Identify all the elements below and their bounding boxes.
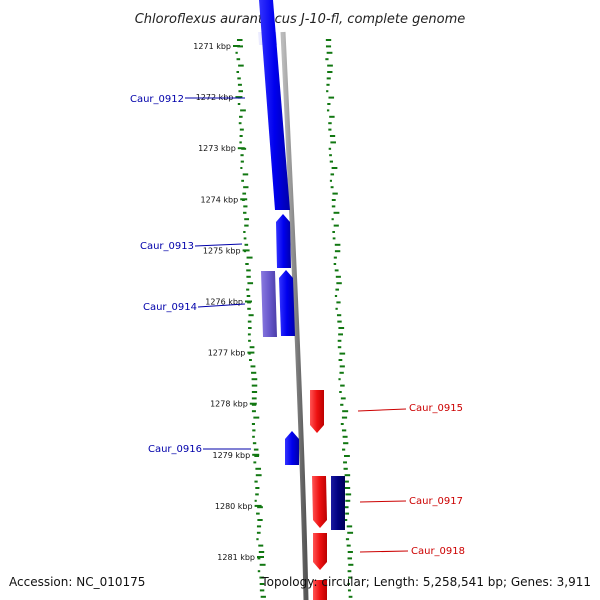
svg-text:Caur_0914: Caur_0914	[143, 302, 197, 313]
genome-backbone	[280, 31, 309, 600]
genome-title: Chloroflexus aurantiacus J-10-fl, comple…	[135, 12, 466, 27]
gene-caur-0916[interactable]	[285, 431, 299, 465]
svg-text:Caur_0915: Caur_0915	[409, 403, 463, 414]
gene-caur-0913[interactable]	[276, 214, 291, 268]
feature-caur-0917-region	[331, 476, 345, 530]
gene-label-caur-0913[interactable]: Caur_0913	[140, 241, 243, 252]
svg-text:Caur_0918: Caur_0918	[411, 546, 465, 557]
genome-summary-text: Topology: circular; Length: 5,258,541 bp…	[260, 575, 591, 589]
ruler-tick-label: 1278 kbp	[210, 400, 248, 409]
gene-label-caur-0914[interactable]: Caur_0914	[143, 302, 246, 313]
ruler-tick-label: 1279 kbp	[212, 451, 250, 460]
gene-label-caur-0912[interactable]: Caur_0912	[130, 94, 245, 105]
svg-text:Caur_0916: Caur_0916	[148, 444, 202, 455]
accession-text: Accession: NC_010175	[9, 575, 145, 589]
gene-label-caur-0915[interactable]: Caur_0915	[357, 403, 463, 414]
gene-label-caur-0917[interactable]: Caur_0917	[359, 496, 463, 507]
gene-fragment-bottom	[313, 580, 327, 600]
ruler-tick-label: 1281 kbp	[217, 553, 255, 562]
svg-text:Caur_0917: Caur_0917	[409, 496, 463, 507]
ruler-tick-label: 1273 kbp	[198, 144, 236, 153]
gene-label-caur-0918[interactable]: Caur_0918	[359, 546, 465, 557]
ruler-tick-label: 1274 kbp	[200, 195, 238, 204]
ruler-tick-label: 1277 kbp	[208, 349, 246, 358]
gene-caur-0915[interactable]	[310, 390, 324, 433]
feature-caur-0914-region	[261, 271, 277, 337]
svg-text:Caur_0912: Caur_0912	[130, 94, 184, 105]
gene-caur-0912[interactable]	[259, 0, 290, 210]
gene-caur-0917[interactable]	[312, 476, 327, 528]
ruler-tick-label: 1276 kbp	[205, 298, 243, 307]
ruler-tick-label: 1275 kbp	[203, 246, 241, 255]
gc-content-track-left	[235, 39, 266, 598]
gene-label-caur-0916[interactable]: Caur_0916	[148, 444, 251, 455]
ruler-tick-label: 1271 kbp	[193, 42, 231, 51]
gene-caur-0914[interactable]	[279, 270, 295, 336]
ruler-tick-label: 1280 kbp	[215, 502, 253, 511]
svg-text:Caur_0913: Caur_0913	[140, 241, 194, 252]
gc-content-track-right	[325, 39, 354, 598]
gene-caur-0918[interactable]	[313, 533, 327, 570]
